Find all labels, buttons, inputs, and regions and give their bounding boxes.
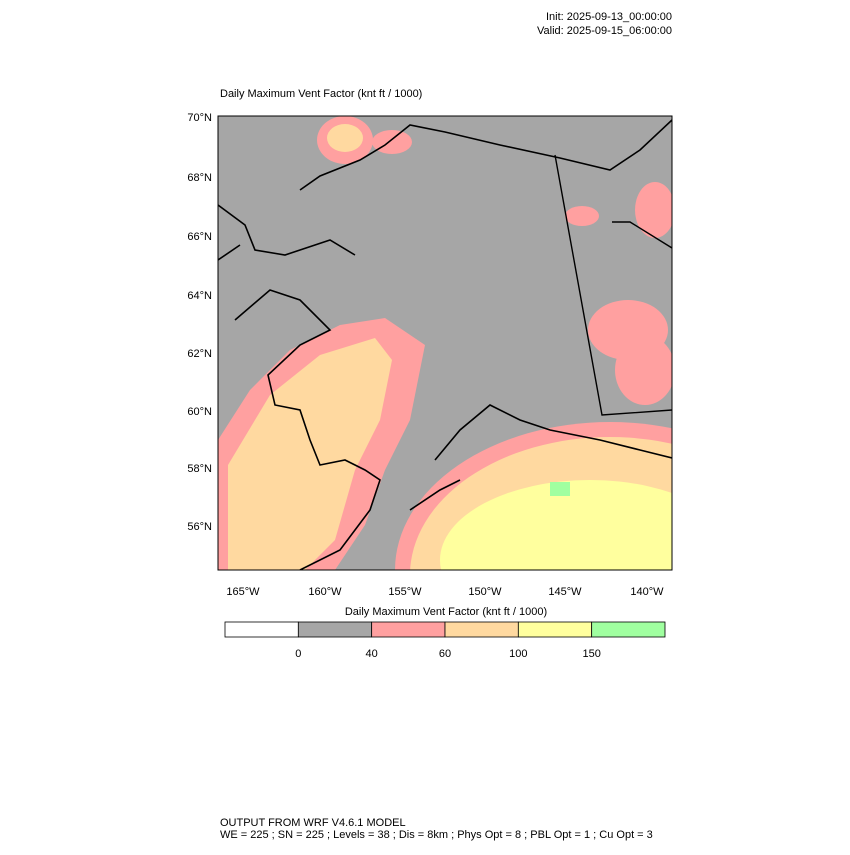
- lon-label: 145°W: [548, 586, 582, 598]
- colorbar-tick-label: 150: [582, 648, 600, 660]
- region-higher: [410, 437, 672, 570]
- colorbar-box: [224, 621, 299, 638]
- colorbar-tick-label: 0: [295, 648, 301, 660]
- map-title: Daily Maximum Vent Factor (knt ft / 1000…: [220, 88, 422, 100]
- colorbar-tick-label: 60: [439, 648, 451, 660]
- lat-label: 64°N: [187, 290, 212, 302]
- map: [218, 116, 672, 570]
- lat-label: 60°N: [187, 406, 212, 418]
- border: [554, 154, 672, 416]
- region-high: [565, 206, 599, 226]
- region-high: [635, 182, 672, 238]
- region-higher: [327, 124, 363, 152]
- lon-label: 150°W: [468, 586, 502, 598]
- coastline: [218, 119, 672, 570]
- lat-label: 58°N: [187, 463, 212, 475]
- lat-label: 68°N: [187, 172, 212, 184]
- footer-line: OUTPUT FROM WRF V4.6.1 MODEL: [220, 817, 406, 829]
- lon-label: 165°W: [226, 586, 260, 598]
- lon-label: 140°W: [630, 586, 664, 598]
- colorbar: 0 40 60 100 150: [224, 621, 666, 660]
- colorbar-box: [517, 621, 593, 638]
- colorbar-box: [297, 621, 373, 638]
- region-top: [550, 482, 570, 496]
- colorbar-title: Daily Maximum Vent Factor (knt ft / 1000…: [345, 606, 547, 618]
- colorbar-tick-label: 100: [509, 648, 527, 660]
- lat-label: 56°N: [187, 521, 212, 533]
- lon-label: 160°W: [308, 586, 342, 598]
- lat-label: 62°N: [187, 348, 212, 360]
- colorbar-tick-label: 40: [366, 648, 378, 660]
- region-high: [615, 335, 672, 405]
- map-frame: [217, 115, 673, 571]
- colorbar-box: [444, 621, 519, 638]
- lon-label: 155°W: [388, 586, 422, 598]
- region-higher: [228, 338, 392, 570]
- colorbar-box: [591, 621, 666, 638]
- lat-label: 66°N: [187, 231, 212, 243]
- region-highest: [440, 480, 672, 570]
- valid-time: Valid: 2025-09-15_06:00:00: [537, 25, 672, 37]
- region-high: [372, 130, 412, 154]
- colorbar-box: [371, 621, 446, 638]
- init-time: Init: 2025-09-13_00:00:00: [546, 11, 672, 23]
- lat-label: 70°N: [187, 112, 212, 124]
- footer-line: WE = 225 ; SN = 225 ; Levels = 38 ; Dis …: [220, 829, 653, 841]
